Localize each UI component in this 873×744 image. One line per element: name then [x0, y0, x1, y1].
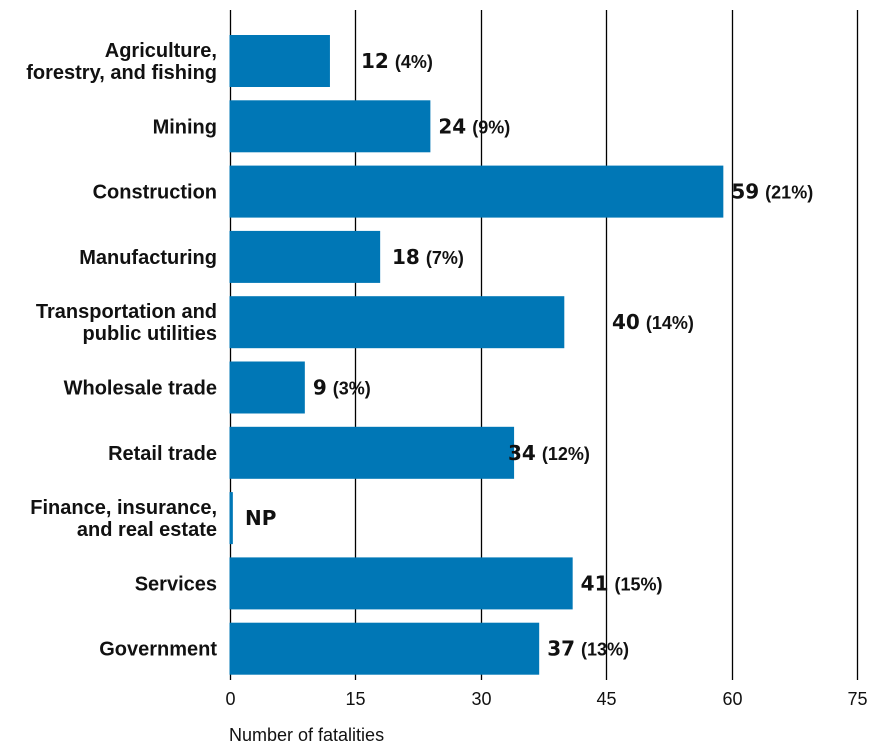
x-tick-label-0: 0	[225, 689, 235, 709]
x-tick-label-75: 75	[847, 689, 867, 709]
value-label-9: 37 (13%)	[547, 637, 629, 661]
bar-9	[229, 622, 540, 675]
x-tick-label-30: 30	[471, 689, 491, 709]
bar-0	[229, 35, 330, 87]
x-tick-label-15: 15	[345, 689, 365, 709]
bars	[229, 35, 724, 675]
category-label-4: Transportation and public utilities	[36, 301, 217, 345]
bar-2	[229, 165, 724, 218]
x-tick-label-60: 60	[722, 689, 742, 709]
value-label-7: NP	[245, 506, 276, 530]
value-label-4: 40 (14%)	[612, 310, 694, 334]
x-axis-ticks: 0 15 30 45 60 75	[225, 689, 867, 709]
bar-3	[229, 230, 381, 283]
x-tick-label-45: 45	[596, 689, 616, 709]
bar-5	[229, 361, 305, 414]
bar-1	[229, 100, 431, 153]
category-label-9: Government	[99, 639, 217, 661]
category-label-6: Retail trade	[108, 443, 217, 465]
x-axis-title: Number of fatalities	[229, 725, 384, 744]
value-label-0: 12 (4%)	[361, 49, 433, 73]
bar-8	[229, 557, 573, 610]
bar-6	[229, 426, 515, 479]
value-label-8: 41 (15%)	[581, 571, 663, 595]
category-label-5: Wholesale trade	[64, 378, 217, 400]
value-label-5: 9 (3%)	[313, 376, 371, 400]
value-labels: 12 (4%) 24 (9%) 59 (21%) 18 (7%) 40 (14%) 9 (3%) 34(…	[245, 49, 813, 661]
value-label-2: 59 (21%)	[731, 180, 813, 204]
category-label-1: Mining	[153, 116, 217, 138]
value-label-3: 18 (7%)	[392, 245, 464, 269]
value-label-6: 34 (12%)	[508, 441, 590, 465]
category-labels: Agriculture, forestry, and fishing Mining C…	[26, 40, 217, 661]
category-label-7: Finance, insurance, and real estate	[30, 497, 217, 541]
bar-7	[229, 492, 233, 545]
category-label-2: Construction	[93, 182, 217, 204]
category-label-3: Manufacturing	[79, 247, 217, 269]
category-label-8: Services	[135, 573, 217, 595]
bar-4	[229, 296, 565, 349]
value-label-1: 24 (9%)	[438, 114, 510, 138]
category-label-0: Agriculture, forestry, and fishing	[26, 40, 217, 84]
